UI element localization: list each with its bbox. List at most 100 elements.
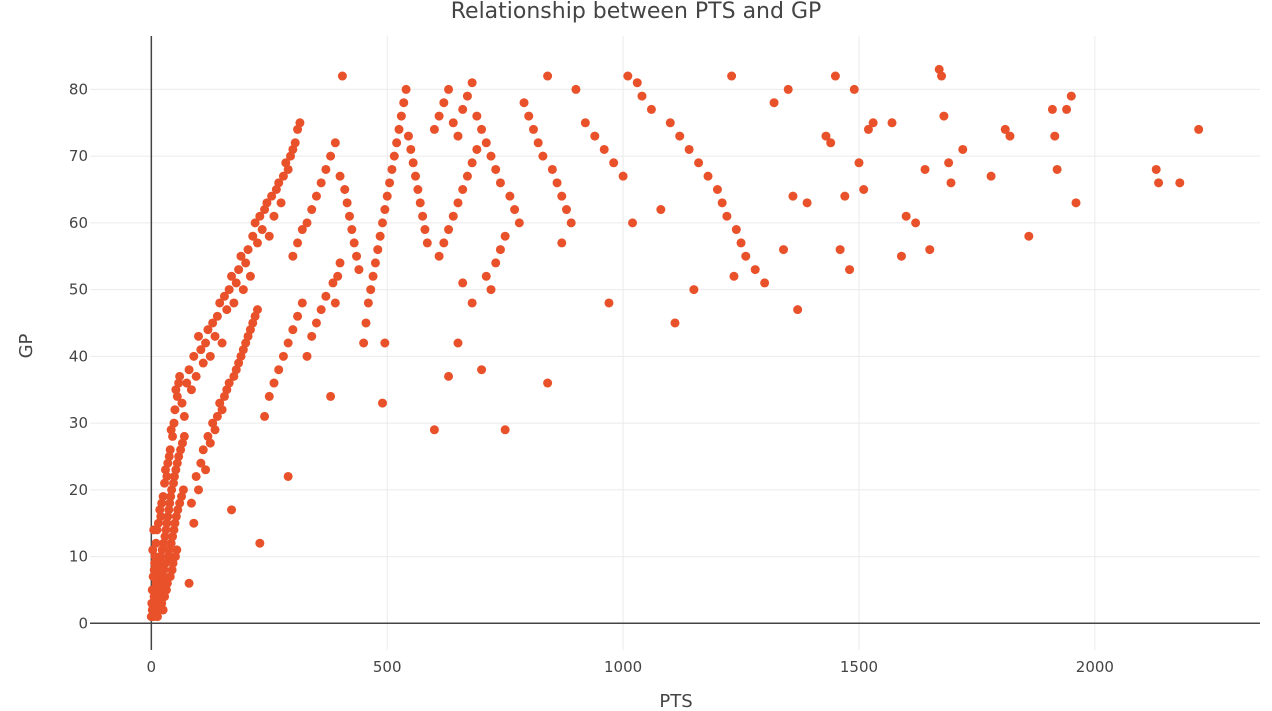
scatter-point[interactable] <box>1154 178 1164 188</box>
scatter-point[interactable] <box>224 378 234 388</box>
scatter-point[interactable] <box>604 298 614 308</box>
scatter-point[interactable] <box>330 138 340 148</box>
scatter-point[interactable] <box>547 164 557 174</box>
scatter-point[interactable] <box>302 351 312 361</box>
scatter-point[interactable] <box>453 338 463 348</box>
scatter-point[interactable] <box>911 218 921 228</box>
scatter-point[interactable] <box>160 532 170 542</box>
scatter-point[interactable] <box>491 258 501 268</box>
scatter-point[interactable] <box>495 245 505 255</box>
scatter-point[interactable] <box>380 205 390 215</box>
scatter-point[interactable] <box>147 598 157 608</box>
scatter-point[interactable] <box>580 118 590 128</box>
scatter-point[interactable] <box>422 238 432 248</box>
scatter-point[interactable] <box>1024 231 1034 241</box>
scatter-point[interactable] <box>158 572 168 582</box>
scatter-point[interactable] <box>840 191 850 201</box>
scatter-point[interactable] <box>552 178 562 188</box>
scatter-point[interactable] <box>788 191 798 201</box>
scatter-point[interactable] <box>269 378 279 388</box>
scatter-point[interactable] <box>458 185 468 194</box>
scatter-point[interactable] <box>406 144 416 154</box>
scatter-point[interactable] <box>722 211 732 221</box>
scatter-point[interactable] <box>378 218 387 228</box>
scatter-point[interactable] <box>172 391 182 401</box>
scatter-point[interactable] <box>736 238 746 248</box>
scatter-point[interactable] <box>335 171 345 181</box>
scatter-point[interactable] <box>590 131 600 141</box>
scatter-point[interactable] <box>462 91 472 101</box>
scatter-point[interactable] <box>863 124 873 134</box>
scatter-point[interactable] <box>311 318 321 328</box>
scatter-point[interactable] <box>227 271 237 281</box>
scatter-point[interactable] <box>175 371 185 381</box>
scatter-point[interactable] <box>368 271 378 281</box>
scatter-point[interactable] <box>227 505 237 515</box>
scatter-point[interactable] <box>623 71 633 81</box>
scatter-point[interactable] <box>830 71 840 81</box>
scatter-point[interactable] <box>500 231 510 241</box>
scatter-point[interactable] <box>408 158 418 168</box>
scatter-point[interactable] <box>467 298 477 308</box>
scatter-point[interactable] <box>481 271 491 281</box>
scatter-point[interactable] <box>326 391 336 401</box>
scatter-point[interactable] <box>335 258 345 268</box>
scatter-point[interactable] <box>359 338 369 348</box>
scatter-point[interactable] <box>170 552 180 562</box>
scatter-point[interactable] <box>434 251 444 261</box>
scatter-point[interactable] <box>165 445 175 455</box>
scatter-point[interactable] <box>262 198 272 208</box>
scatter-point[interactable] <box>925 245 935 255</box>
scatter-point[interactable] <box>514 218 524 228</box>
scatter-point[interactable] <box>215 298 225 308</box>
scatter-point[interactable] <box>150 558 160 568</box>
scatter-point[interactable] <box>802 198 812 208</box>
scatter-point[interactable] <box>283 338 293 348</box>
scatter-point[interactable] <box>194 331 204 341</box>
scatter-point[interactable] <box>444 84 454 94</box>
scatter-point[interactable] <box>849 84 859 94</box>
scatter-point[interactable] <box>1071 198 1081 208</box>
scatter-point[interactable] <box>439 238 449 248</box>
scatter-point[interactable] <box>859 185 869 194</box>
scatter-point[interactable] <box>198 358 208 368</box>
scatter-point[interactable] <box>1005 131 1015 141</box>
scatter-point[interactable] <box>161 525 171 535</box>
scatter-point[interactable] <box>628 218 638 228</box>
scatter-point[interactable] <box>174 378 184 388</box>
scatter-point[interactable] <box>194 485 204 495</box>
scatter-point[interactable] <box>307 331 317 341</box>
scatter-point[interactable] <box>352 251 362 261</box>
scatter-point[interactable] <box>297 225 307 235</box>
scatter-point[interactable] <box>958 144 968 154</box>
scatter-point[interactable] <box>290 138 300 148</box>
scatter-point[interactable] <box>1000 124 1010 134</box>
scatter-point[interactable] <box>147 585 157 595</box>
scatter-point[interactable] <box>845 265 855 275</box>
scatter-point[interactable] <box>269 211 279 221</box>
scatter-point[interactable] <box>793 305 803 315</box>
scatter-point[interactable] <box>703 171 713 181</box>
scatter-point[interactable] <box>524 111 534 121</box>
scatter-point[interactable] <box>403 131 413 141</box>
scatter-point[interactable] <box>727 71 737 81</box>
scatter-point[interactable] <box>420 225 430 235</box>
scatter-point[interactable] <box>557 191 567 201</box>
scatter-point[interactable] <box>665 118 675 128</box>
scatter-point[interactable] <box>321 291 331 301</box>
scatter-point[interactable] <box>184 578 194 588</box>
scatter-point[interactable] <box>385 178 395 188</box>
scatter-point[interactable] <box>196 345 206 355</box>
scatter-point[interactable] <box>219 291 229 301</box>
scatter-point[interactable] <box>394 124 404 134</box>
scatter-point[interactable] <box>311 191 321 201</box>
scatter-point[interactable] <box>307 205 317 215</box>
scatter-point[interactable] <box>177 398 187 408</box>
scatter-point[interactable] <box>170 518 180 528</box>
scatter-point[interactable] <box>453 198 463 208</box>
scatter-point[interactable] <box>566 218 576 228</box>
scatter-point[interactable] <box>694 158 704 168</box>
scatter-point[interactable] <box>375 231 385 241</box>
scatter-point[interactable] <box>411 171 421 181</box>
scatter-point[interactable] <box>779 245 789 255</box>
